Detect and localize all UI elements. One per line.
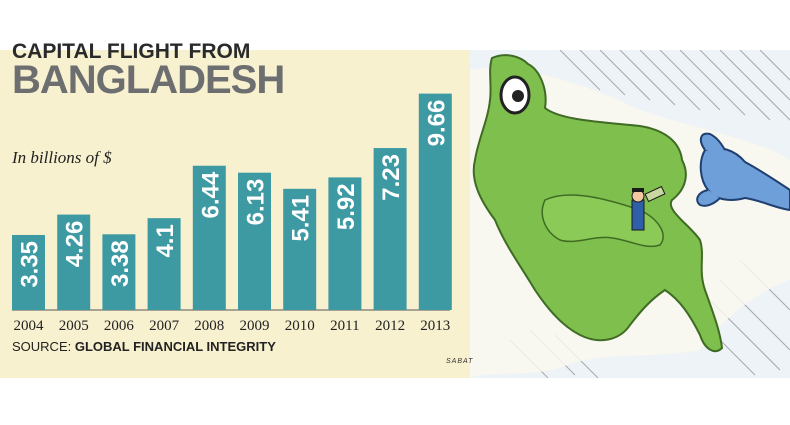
- bar-value-label: 5.92: [333, 183, 360, 230]
- bar-value-label: 4.1: [152, 224, 179, 257]
- bar-value-label: 3.35: [17, 241, 44, 288]
- chart-title-line2: BANGLADESH: [12, 58, 285, 102]
- bar-2007: [147, 218, 181, 310]
- eye: [499, 75, 531, 115]
- bar-2004: [12, 234, 45, 310]
- x-tick-label: 2011: [330, 318, 359, 334]
- blue-glove-hand: [696, 132, 790, 212]
- infographic-panel: 3.35 4.26 3.38 4.1 6.44 6.13 5.41 5.92 7.23 9.66 …: [0, 50, 790, 378]
- x-tick-label: 2009: [240, 318, 270, 334]
- x-tick-label: 2008: [194, 318, 224, 334]
- small-man-figure: [631, 185, 666, 231]
- bar-value-label: 5.41: [288, 195, 315, 242]
- bar-value-label: 3.38: [107, 240, 134, 287]
- bar-value-label: 6.13: [243, 179, 270, 226]
- x-tick-label: 2004: [14, 318, 45, 334]
- hatch-lines: [509, 50, 790, 378]
- source-line: SOURCE: GLOBAL FINANCIAL INTEGRITY: [12, 339, 276, 354]
- source-label: SOURCE:: [12, 339, 72, 354]
- bar-value-label: 6.44: [197, 171, 224, 218]
- cartoon-illustration: [470, 50, 790, 378]
- x-tick-label: 2013: [420, 318, 450, 334]
- bar-2005: [57, 214, 91, 310]
- bar-value-label: 4.26: [62, 221, 89, 268]
- x-tick-label: 2010: [285, 318, 315, 334]
- bar-2006: [102, 234, 136, 310]
- x-tick-label: 2007: [149, 318, 180, 334]
- bar-labels-group: 3.35 4.26 3.38 4.1 6.44 6.13 5.41 5.92 7.23 9.66: [17, 100, 451, 288]
- x-tick-label: 2012: [375, 318, 405, 334]
- bar-value-label: 9.66: [423, 100, 450, 147]
- bar-2011: [328, 177, 362, 310]
- bar-2008: [192, 165, 226, 310]
- bars-group: [12, 93, 452, 310]
- chart: 3.35 4.26 3.38 4.16.44 6.13 5.41 5.927.239.66 …: [12, 50, 790, 378]
- x-tick-labels-group: 2004 2005 2006 2007 2008 2009 2010 2011 2012 2013: [14, 318, 451, 334]
- bar-value-label: 7.23: [378, 154, 405, 201]
- bar-2009: [238, 172, 271, 310]
- chart-subtitle: In billions of $: [12, 148, 112, 167]
- source-name: GLOBAL FINANCIAL INTEGRITY: [74, 339, 276, 354]
- artist-signature: SABAT: [446, 358, 474, 365]
- x-tick-label: 2006: [104, 318, 135, 334]
- bar-2012: [373, 148, 407, 310]
- chart-title-line1: CAPITAL FLIGHT FROM: [12, 40, 251, 63]
- x-tick-label: 2005: [59, 318, 89, 334]
- bar-2010: [283, 188, 317, 310]
- bar-2013: [418, 93, 452, 310]
